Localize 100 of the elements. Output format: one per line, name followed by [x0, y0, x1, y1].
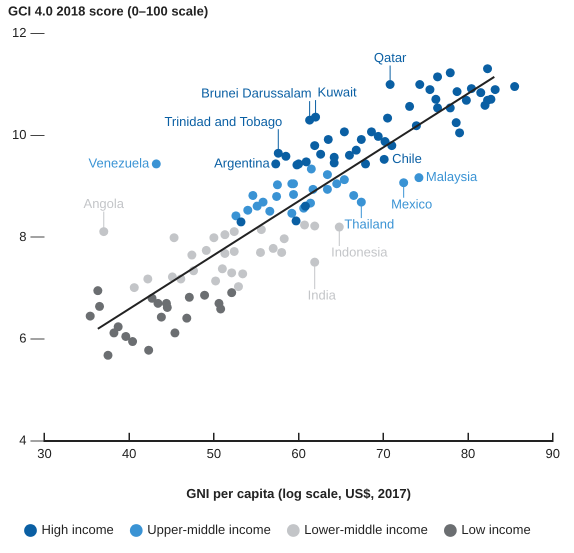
point [268, 244, 278, 253]
point [316, 150, 326, 159]
point [322, 170, 332, 180]
point [344, 150, 354, 160]
point [490, 85, 500, 94]
point [356, 134, 366, 144]
point [510, 82, 520, 92]
point [170, 328, 180, 338]
point [86, 312, 95, 321]
point [280, 234, 289, 244]
point [386, 80, 395, 89]
point [274, 148, 283, 158]
point [238, 269, 248, 278]
x-tick-label: 80 [460, 446, 476, 462]
point [272, 192, 282, 201]
point [452, 118, 461, 128]
y-axis-title: GCI 4.0 2018 score (0–100 scale) [8, 3, 208, 18]
point [476, 88, 486, 98]
point [431, 94, 440, 104]
point [361, 159, 370, 168]
point [231, 211, 240, 220]
point [311, 112, 320, 122]
point [234, 282, 243, 292]
point [156, 312, 166, 322]
point [349, 190, 358, 200]
x-tick-label: 90 [546, 446, 560, 462]
annotation: Malaysia [426, 169, 478, 184]
point [220, 248, 230, 258]
point [332, 179, 342, 188]
point [324, 134, 333, 144]
point [256, 248, 265, 257]
point [216, 304, 226, 314]
point [93, 286, 102, 296]
point [302, 157, 311, 166]
point [446, 68, 455, 78]
annotation: Argentina [214, 155, 271, 170]
point [236, 217, 246, 226]
point [374, 132, 383, 141]
point [310, 258, 320, 267]
x-tick-label: 30 [37, 446, 52, 462]
point [230, 227, 239, 236]
point [380, 154, 389, 164]
point [292, 216, 301, 226]
point [220, 230, 230, 240]
point [227, 288, 236, 298]
point [414, 173, 424, 182]
point [248, 190, 258, 200]
point [152, 159, 161, 168]
point [95, 302, 104, 311]
point [218, 264, 227, 274]
point [310, 222, 320, 230]
point [170, 233, 179, 242]
point [306, 164, 316, 174]
point [227, 268, 236, 278]
point [322, 184, 332, 194]
point [281, 152, 290, 161]
point [433, 103, 442, 112]
legend-label: High income [42, 522, 114, 538]
point [144, 346, 154, 355]
x-tick-label: 40 [122, 446, 136, 462]
y-tick-label: 10 [12, 126, 26, 142]
point [99, 227, 108, 236]
point [121, 332, 130, 341]
point [104, 350, 112, 360]
point [455, 128, 464, 138]
annotation: Chile [392, 150, 422, 166]
point [452, 87, 462, 96]
point [277, 248, 286, 257]
legend-label: Lower-middle income [304, 522, 428, 538]
x-tick-label: 50 [206, 446, 222, 462]
annotation: Kuwait [318, 84, 357, 100]
point [128, 337, 138, 346]
point [130, 283, 139, 292]
y-tick-label: 8 [19, 228, 26, 244]
x-tick-label: 70 [376, 446, 391, 462]
annotation: Thailand [344, 216, 394, 232]
point [366, 127, 376, 136]
point [462, 96, 471, 105]
point [356, 198, 366, 207]
y-tick-label: 6 [19, 330, 26, 346]
point [230, 246, 239, 256]
point [340, 127, 349, 136]
annotation: India [308, 288, 337, 303]
point [405, 102, 414, 111]
point [184, 292, 194, 302]
x-axis-title: GNI per capita (log scale, US$, 2017) [186, 486, 411, 501]
annotation: Trinidad and Tobago [164, 114, 282, 129]
x-tick-label: 60 [291, 446, 306, 462]
point [265, 206, 274, 216]
point [425, 85, 434, 94]
point [153, 298, 162, 308]
point [187, 250, 196, 260]
point [182, 314, 192, 323]
point [209, 233, 218, 242]
point [399, 178, 408, 188]
annotation: Indonesia [331, 244, 388, 260]
point [300, 220, 310, 230]
point [480, 100, 490, 110]
point [272, 180, 282, 190]
point [383, 114, 392, 123]
